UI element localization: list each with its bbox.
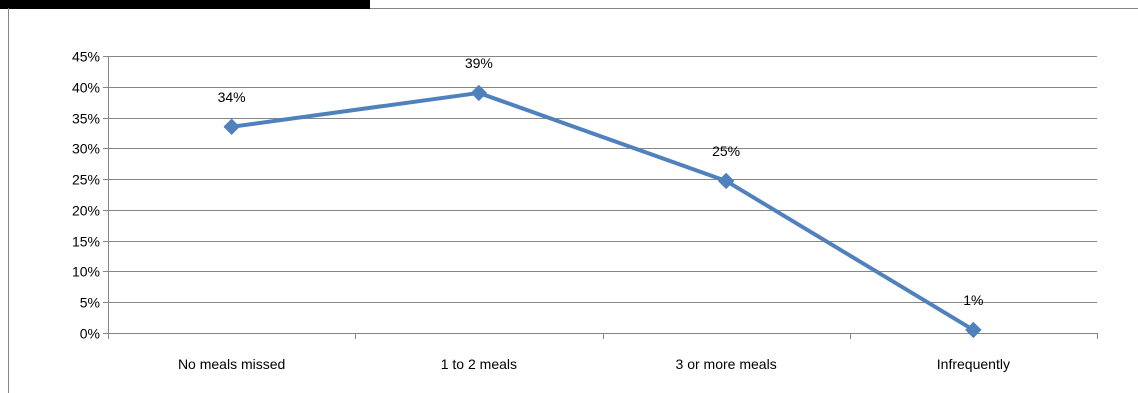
y-tick-label: 45% [72, 49, 100, 65]
data-labels: 34% 39% 25% 1% [218, 55, 984, 308]
chart-frame-left-border [8, 8, 9, 393]
data-point-marker [717, 172, 735, 190]
data-point-marker [470, 84, 488, 102]
y-tick-label: 30% [72, 141, 100, 157]
series [223, 84, 982, 339]
x-category-label: No meals missed [178, 356, 285, 372]
data-point-marker [223, 118, 240, 135]
y-tick-label: 15% [72, 234, 100, 250]
data-label: 25% [712, 143, 740, 159]
y-tick-label: 20% [72, 203, 100, 219]
y-tick-label: 35% [72, 111, 100, 127]
x-category-label: 1 to 2 meals [441, 356, 517, 372]
axes [103, 56, 1098, 339]
y-tick-label: 40% [72, 80, 100, 96]
y-tick-label: 0% [80, 326, 100, 342]
y-tick-label: 5% [80, 295, 100, 311]
x-axis-category-labels: No meals missed 1 to 2 meals 3 or more mea… [178, 356, 1010, 372]
x-category-label: Infrequently [937, 356, 1010, 372]
y-axis-tick-labels: 0% 5% 10% 15% 20% 25% 30% 35% 40% 45% [72, 49, 100, 342]
gridlines [108, 56, 1097, 303]
data-label: 39% [465, 55, 493, 71]
y-tick-label: 25% [72, 172, 100, 188]
data-point-marker [965, 321, 982, 339]
top-black-bar [0, 0, 370, 9]
series-line [229, 90, 976, 332]
x-category-label: 3 or more meals [676, 356, 777, 372]
data-label: 34% [218, 89, 246, 105]
data-label: 1% [963, 292, 983, 308]
y-tick-label: 10% [72, 264, 100, 280]
chart-frame-top-border [370, 8, 1138, 9]
